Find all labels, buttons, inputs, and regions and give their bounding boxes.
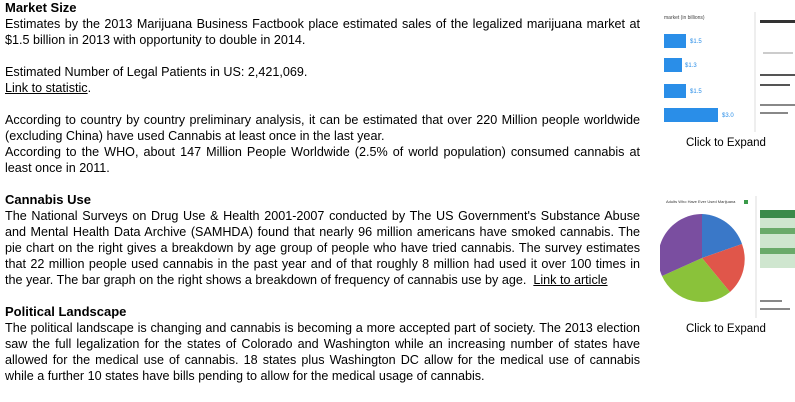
thumb-heading: Adults Who Have Ever Used Marijuana — [666, 199, 736, 204]
pie-slice — [660, 214, 702, 276]
thumb-text — [760, 20, 795, 23]
thumb-bar-label: $1.3 — [685, 63, 697, 69]
paragraph: According to the WHO, about 147 Million … — [5, 145, 640, 175]
paragraph: According to country by country prelimin… — [5, 113, 640, 143]
thumb-bar-label: $1.5 — [690, 89, 702, 95]
link[interactable]: Link to statistic — [5, 81, 88, 95]
thumb-text — [760, 308, 790, 310]
thumb-text — [760, 112, 788, 114]
thumb-text — [760, 84, 790, 86]
link[interactable]: Link to article — [533, 273, 608, 287]
text: The National Surveys on Drug Use & Healt… — [5, 209, 640, 287]
thumb-bar-label: $1.5 — [690, 39, 702, 45]
thumb-table — [760, 210, 795, 218]
paragraph: Estimates by the 2013 Marijuana Business… — [5, 17, 640, 47]
thumb-heading: market (in billions) — [664, 15, 705, 21]
thumb-text — [763, 52, 793, 54]
thumb-text — [760, 300, 782, 302]
thumb-bar — [664, 84, 686, 98]
paragraph: The National Surveys on Drug Use & Healt… — [5, 208, 640, 288]
section-title: Cannabis Use — [5, 192, 91, 207]
thumb-table — [760, 228, 795, 234]
thumb-bar-label: $3.0 — [722, 113, 734, 119]
thumb-bar — [664, 108, 718, 122]
paragraph: Link to statistic. — [5, 80, 640, 96]
thumbnail[interactable]: Adults Who Have Ever Used Marijuana — [660, 196, 795, 318]
pie-slice — [702, 214, 742, 258]
paragraph: The political landscape is changing and … — [5, 321, 640, 383]
content: Market Size Estimates by the 2013 Mariju… — [5, 0, 640, 384]
thumb-text — [760, 104, 795, 106]
section-title: Political Landscape — [5, 304, 127, 319]
pie-slice — [702, 244, 745, 292]
thumb-text — [760, 74, 795, 76]
legend-swatch — [744, 200, 748, 204]
thumb-caption[interactable]: Click to Expand — [686, 137, 766, 149]
thumb-caption[interactable]: Click to Expand — [686, 323, 766, 335]
thumb-bar — [664, 58, 682, 72]
thumb-table — [760, 210, 795, 268]
punctuation: . — [87, 81, 92, 95]
thumbnail[interactable]: market (in billions) $1.5 $1.3 $1.5 $3.0 — [660, 12, 795, 132]
pie-slice — [662, 258, 730, 302]
thumb-table — [760, 248, 795, 254]
thumb-bar — [664, 34, 686, 48]
paragraph: Estimated Number of Legal Patients in US… — [5, 65, 308, 79]
section-title: Market Size — [5, 0, 77, 15]
